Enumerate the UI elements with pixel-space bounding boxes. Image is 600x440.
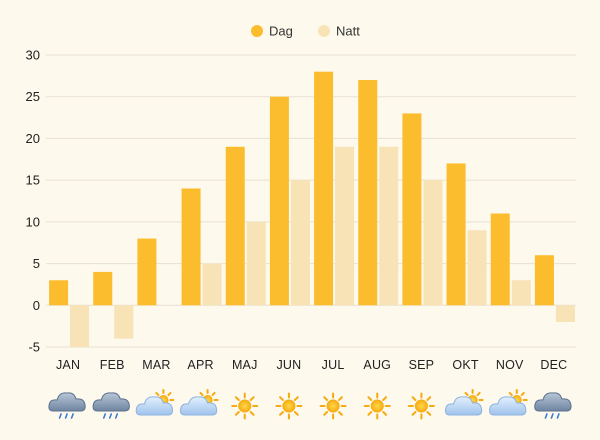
rain-cloud-icon	[92, 392, 130, 419]
sun-icon	[363, 392, 391, 420]
bar-dag-feb	[93, 271, 113, 306]
sun-icon	[231, 392, 259, 420]
rain-cloud-icon	[48, 392, 86, 419]
grid	[46, 54, 576, 348]
bar-natt-maj	[246, 221, 266, 306]
y-tick-label: 10	[26, 214, 40, 229]
bar-natt-sep	[423, 180, 443, 306]
legend-label-natt: Natt	[336, 24, 360, 39]
rain-cloud-icon	[534, 392, 572, 419]
y-tick-label: 5	[33, 256, 40, 271]
bar-dag-jan	[49, 280, 69, 306]
bar-dag-apr	[181, 188, 201, 306]
x-tick-label-maj: MAJ	[232, 358, 258, 372]
x-tick-label-okt: OKT	[452, 358, 478, 372]
partly-cloudy-icon	[179, 389, 219, 416]
bar-dag-sep	[402, 113, 422, 306]
bar-dag-aug	[358, 80, 378, 306]
x-tick-label-aug: AUG	[363, 358, 391, 372]
legend: Dag Natt	[251, 24, 360, 39]
bar-dag-jun	[269, 96, 289, 306]
x-tick-label-jun: JUN	[276, 358, 301, 372]
x-tick-label-apr: APR	[187, 358, 213, 372]
y-tick-label: 15	[26, 173, 40, 188]
bar-dag-jul	[314, 71, 334, 306]
bars	[49, 71, 575, 347]
bar-natt-jun	[290, 180, 310, 306]
bar-dag-maj	[225, 146, 245, 306]
bar-natt-nov	[511, 280, 531, 306]
x-axis: JAN FEB MAR APR MAJ JUN JUL AUG SEP OKT NOV DEC	[56, 358, 567, 372]
legend-swatch-dag	[251, 25, 263, 37]
sun-icon	[319, 392, 347, 420]
sun-icon	[407, 392, 435, 420]
legend-swatch-natt	[318, 25, 330, 37]
x-tick-label-jul: JUL	[322, 358, 345, 372]
bar-dag-nov	[490, 213, 510, 306]
bar-natt-jan	[70, 305, 90, 347]
x-tick-label-jan: JAN	[56, 358, 80, 372]
x-tick-label-mar: MAR	[142, 358, 170, 372]
y-tick-label: -5	[28, 340, 40, 355]
bar-natt-dec	[555, 305, 575, 322]
y-tick-label: 20	[26, 131, 40, 146]
sun-icon	[275, 392, 303, 420]
bar-natt-jul	[335, 146, 355, 306]
x-tick-label-feb: FEB	[100, 358, 125, 372]
bar-dag-dec	[534, 255, 554, 306]
bar-natt-feb	[114, 305, 134, 339]
x-tick-label-nov: NOV	[496, 358, 524, 372]
x-tick-label-sep: SEP	[409, 358, 435, 372]
y-axis: 30 25 20 15 10 5 0 -5	[26, 48, 40, 355]
y-tick-label: 0	[33, 298, 40, 313]
bar-natt-okt	[467, 230, 487, 306]
y-tick-label: 25	[26, 89, 40, 104]
x-tick-label-dec: DEC	[540, 358, 567, 372]
legend-label-dag: Dag	[269, 24, 293, 39]
bar-dag-mar	[137, 238, 157, 306]
weather-icons	[48, 389, 572, 420]
bar-dag-okt	[446, 163, 466, 306]
partly-cloudy-icon	[135, 389, 175, 416]
partly-cloudy-icon	[444, 389, 484, 416]
partly-cloudy-icon	[489, 389, 528, 416]
bar-natt-aug	[379, 146, 399, 306]
y-tick-label: 30	[26, 48, 40, 63]
bar-natt-apr	[202, 263, 222, 306]
